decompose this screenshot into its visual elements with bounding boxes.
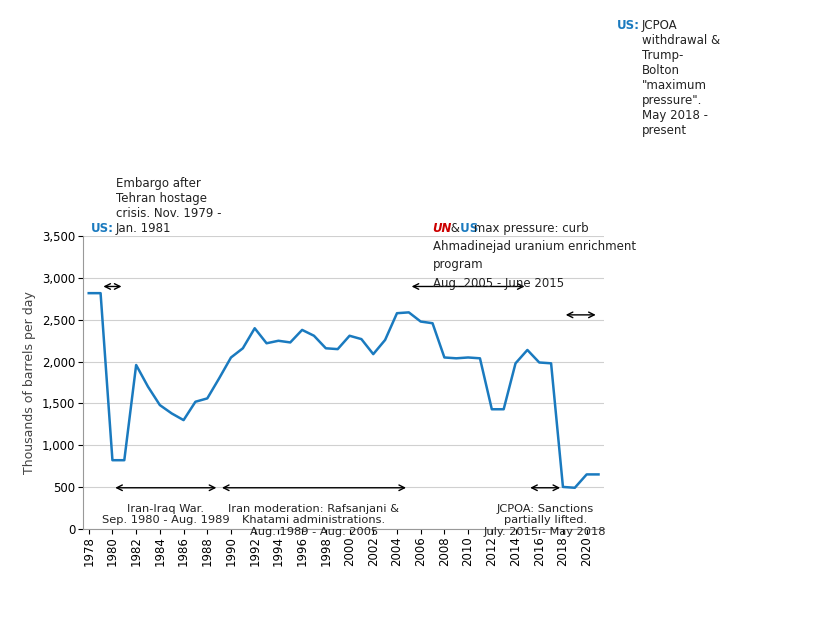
Text: JCPOA
withdrawal &
Trump-
Bolton
"maximum
pressure".
May 2018 -
present: JCPOA withdrawal & Trump- Bolton "maximu… [641,19,719,137]
Text: Ahmadinejad uranium enrichment: Ahmadinejad uranium enrichment [432,240,635,253]
Text: US:: US: [91,221,114,234]
Text: Aug. 2005 - June 2015: Aug. 2005 - June 2015 [432,277,563,290]
Y-axis label: Thousands of barrels per day: Thousands of barrels per day [23,291,36,474]
Text: &: & [447,221,459,234]
Text: max pressure: curb: max pressure: curb [470,221,588,234]
Text: US:: US: [616,19,639,32]
Text: Iran-Iraq War.
Sep. 1980 - Aug. 1989: Iran-Iraq War. Sep. 1980 - Aug. 1989 [102,504,229,525]
Text: UN: UN [432,221,452,234]
Text: US: US [456,221,478,234]
Text: JCPOA: Sanctions
partially lifted.
July. 2015 - May 2018: JCPOA: Sanctions partially lifted. July.… [483,504,605,537]
Text: Embargo after
Tehran hostage
crisis. Nov. 1979 -
Jan. 1981: Embargo after Tehran hostage crisis. Nov… [116,177,222,234]
Text: program: program [432,258,483,271]
Text: Iran moderation: Rafsanjani &
Khatami administrations.
Aug. 1989 - Aug. 2005: Iran moderation: Rafsanjani & Khatami ad… [228,504,399,537]
